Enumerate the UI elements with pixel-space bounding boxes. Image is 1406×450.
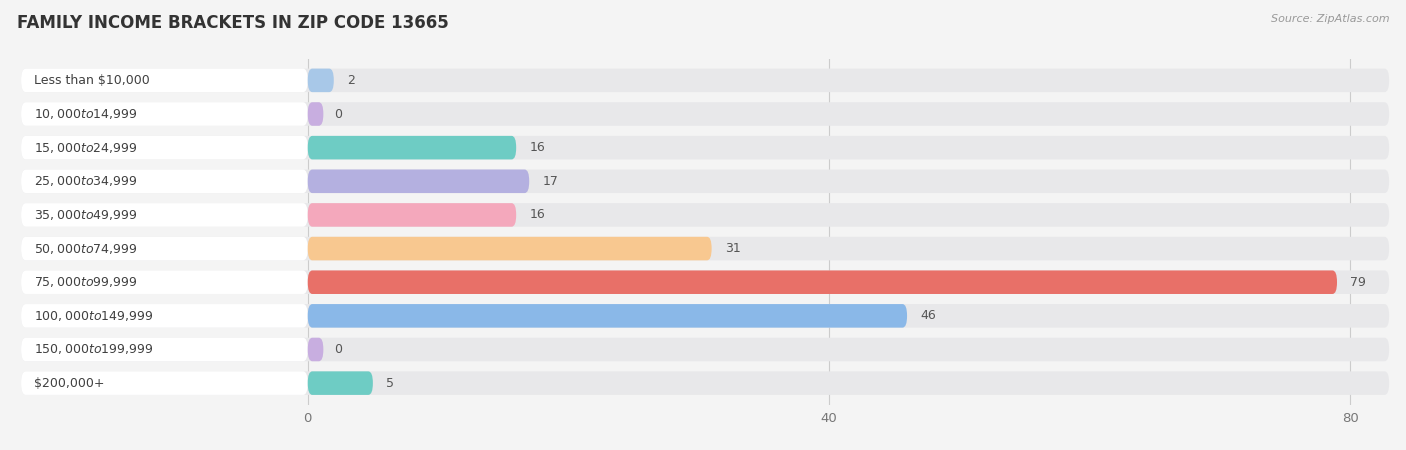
Text: 16: 16 <box>529 208 546 221</box>
FancyBboxPatch shape <box>21 237 1389 261</box>
Text: $15,000 to $24,999: $15,000 to $24,999 <box>34 141 138 155</box>
FancyBboxPatch shape <box>21 102 1389 126</box>
Text: $10,000 to $14,999: $10,000 to $14,999 <box>34 107 138 121</box>
Text: 5: 5 <box>385 377 394 390</box>
FancyBboxPatch shape <box>21 270 308 294</box>
Text: 31: 31 <box>724 242 741 255</box>
FancyBboxPatch shape <box>21 203 308 227</box>
FancyBboxPatch shape <box>308 68 333 92</box>
Text: 79: 79 <box>1350 276 1365 289</box>
Text: $100,000 to $149,999: $100,000 to $149,999 <box>34 309 153 323</box>
Text: $35,000 to $49,999: $35,000 to $49,999 <box>34 208 138 222</box>
FancyBboxPatch shape <box>21 68 308 92</box>
FancyBboxPatch shape <box>21 371 308 395</box>
FancyBboxPatch shape <box>308 136 516 159</box>
Text: 0: 0 <box>333 108 342 121</box>
Text: 16: 16 <box>529 141 546 154</box>
FancyBboxPatch shape <box>21 304 308 328</box>
FancyBboxPatch shape <box>21 136 1389 159</box>
Text: FAMILY INCOME BRACKETS IN ZIP CODE 13665: FAMILY INCOME BRACKETS IN ZIP CODE 13665 <box>17 14 449 32</box>
FancyBboxPatch shape <box>21 338 1389 361</box>
FancyBboxPatch shape <box>308 102 323 126</box>
FancyBboxPatch shape <box>308 338 323 361</box>
Text: $75,000 to $99,999: $75,000 to $99,999 <box>34 275 138 289</box>
Text: 17: 17 <box>543 175 558 188</box>
Text: 2: 2 <box>347 74 354 87</box>
Text: Source: ZipAtlas.com: Source: ZipAtlas.com <box>1271 14 1389 23</box>
FancyBboxPatch shape <box>308 203 516 227</box>
Text: 46: 46 <box>920 309 936 322</box>
FancyBboxPatch shape <box>21 304 1389 328</box>
FancyBboxPatch shape <box>21 270 1389 294</box>
FancyBboxPatch shape <box>21 136 308 159</box>
FancyBboxPatch shape <box>21 170 308 193</box>
FancyBboxPatch shape <box>308 304 907 328</box>
FancyBboxPatch shape <box>21 338 308 361</box>
Text: $50,000 to $74,999: $50,000 to $74,999 <box>34 242 138 256</box>
FancyBboxPatch shape <box>21 170 1389 193</box>
FancyBboxPatch shape <box>308 371 373 395</box>
FancyBboxPatch shape <box>21 237 308 261</box>
FancyBboxPatch shape <box>21 371 1389 395</box>
FancyBboxPatch shape <box>308 170 529 193</box>
FancyBboxPatch shape <box>21 203 1389 227</box>
Text: $25,000 to $34,999: $25,000 to $34,999 <box>34 174 138 188</box>
FancyBboxPatch shape <box>308 270 1337 294</box>
Text: 0: 0 <box>333 343 342 356</box>
FancyBboxPatch shape <box>21 102 308 126</box>
Text: Less than $10,000: Less than $10,000 <box>34 74 150 87</box>
Text: $200,000+: $200,000+ <box>34 377 104 390</box>
FancyBboxPatch shape <box>308 237 711 261</box>
FancyBboxPatch shape <box>21 68 1389 92</box>
Text: $150,000 to $199,999: $150,000 to $199,999 <box>34 342 153 356</box>
